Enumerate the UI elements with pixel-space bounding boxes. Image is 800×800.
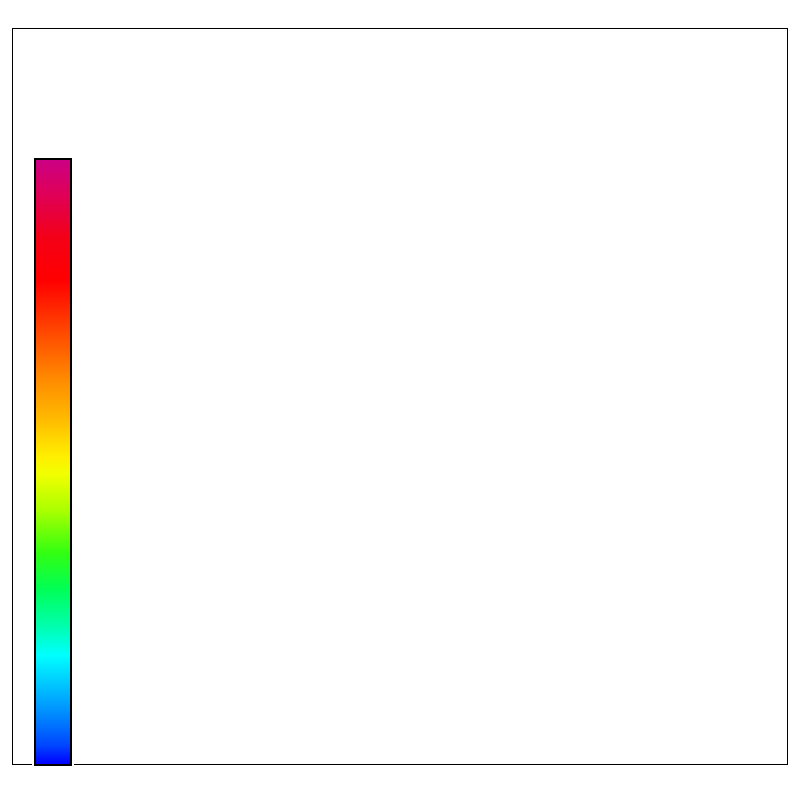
chart-title-block [14,30,534,230]
colorbar[interactable] [32,156,74,768]
colorbar-gradient [32,156,74,768]
wind-barb-overlay [13,29,787,764]
map-plot-area[interactable] [12,28,788,765]
